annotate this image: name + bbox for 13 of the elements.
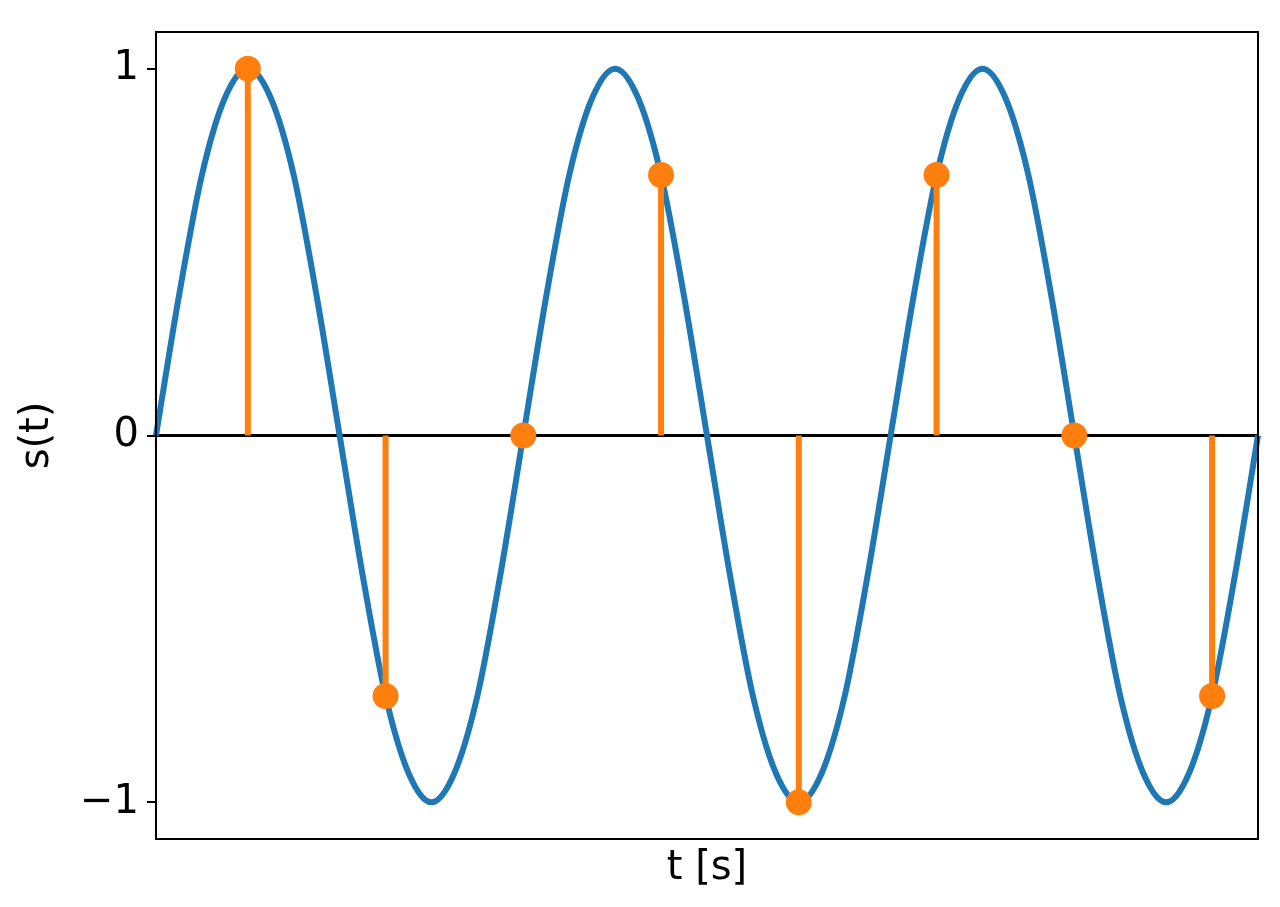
- point: [648, 162, 675, 189]
- y-tick-label: 0: [113, 408, 139, 455]
- point: [1199, 682, 1226, 709]
- y-axis-title: s(t): [11, 401, 58, 470]
- point: [1061, 422, 1088, 449]
- point: [785, 789, 812, 816]
- point: [234, 55, 261, 82]
- y-tick-label: −1: [80, 775, 139, 822]
- x-axis-title: t [s]: [666, 842, 748, 889]
- point: [372, 682, 399, 709]
- point: [510, 422, 537, 449]
- point: [923, 162, 950, 189]
- y-tick-label: 1: [113, 42, 139, 89]
